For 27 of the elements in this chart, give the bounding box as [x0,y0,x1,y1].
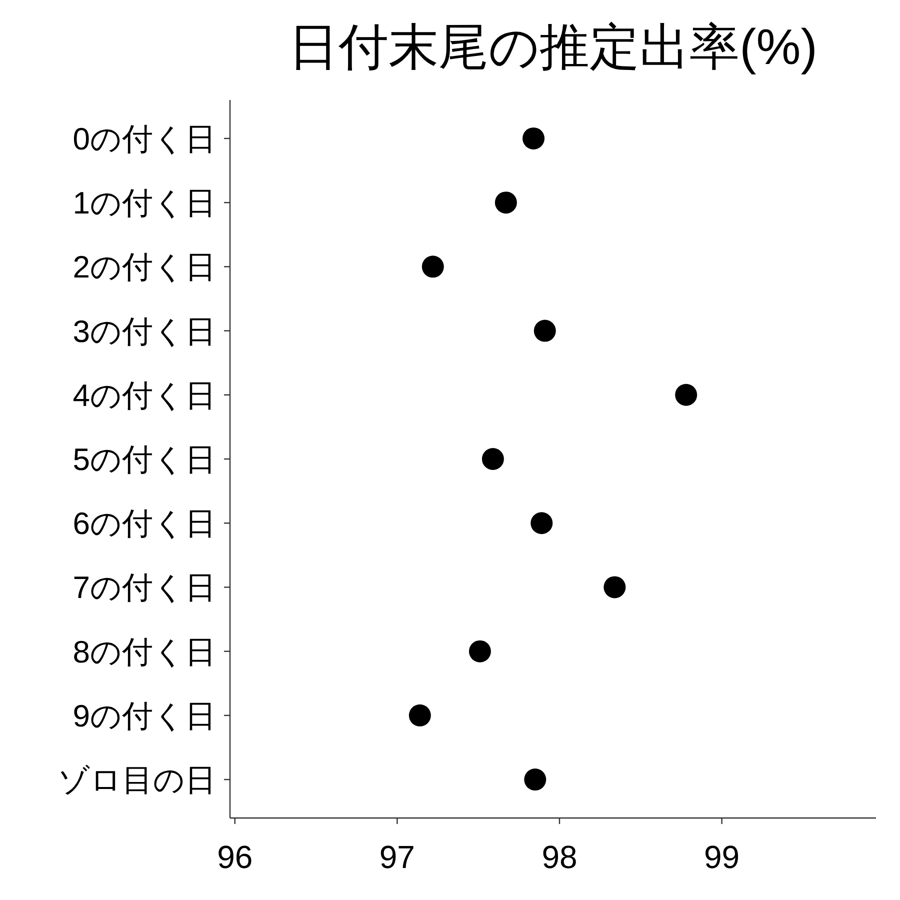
y-tick-label: 6の付く日 [72,506,216,542]
point [524,768,546,791]
point [422,256,444,278]
x-tick-label: 98 [542,839,578,875]
point [408,704,431,726]
y-tick-label: 2の付く日 [72,250,216,285]
y-tick-label: 5の付く日 [72,442,216,477]
y-tick-label: 8の付く日 [72,634,216,670]
point [534,320,556,342]
y-tick-label: 9の付く日 [72,698,216,734]
point [482,448,504,470]
y-tick-label: 3の付く日 [72,314,216,349]
point [604,576,626,598]
y-tick-label: 4の付く日 [72,378,216,413]
point [530,512,553,534]
y-tick-label: 1の付く日 [72,186,216,221]
chart-title: 日付末尾の推定出率(%) [288,19,818,75]
point [522,127,545,150]
point [675,384,698,406]
point [468,640,491,662]
x-tick-label: 99 [704,839,740,875]
x-tick-label: 97 [379,839,415,875]
y-tick-label: 0の付く日 [72,121,216,156]
point [494,192,517,214]
x-tick-label: 96 [217,839,253,875]
y-tick-label: 7の付く日 [72,570,216,606]
y-tick-label: ゾロ目の日 [58,762,216,798]
